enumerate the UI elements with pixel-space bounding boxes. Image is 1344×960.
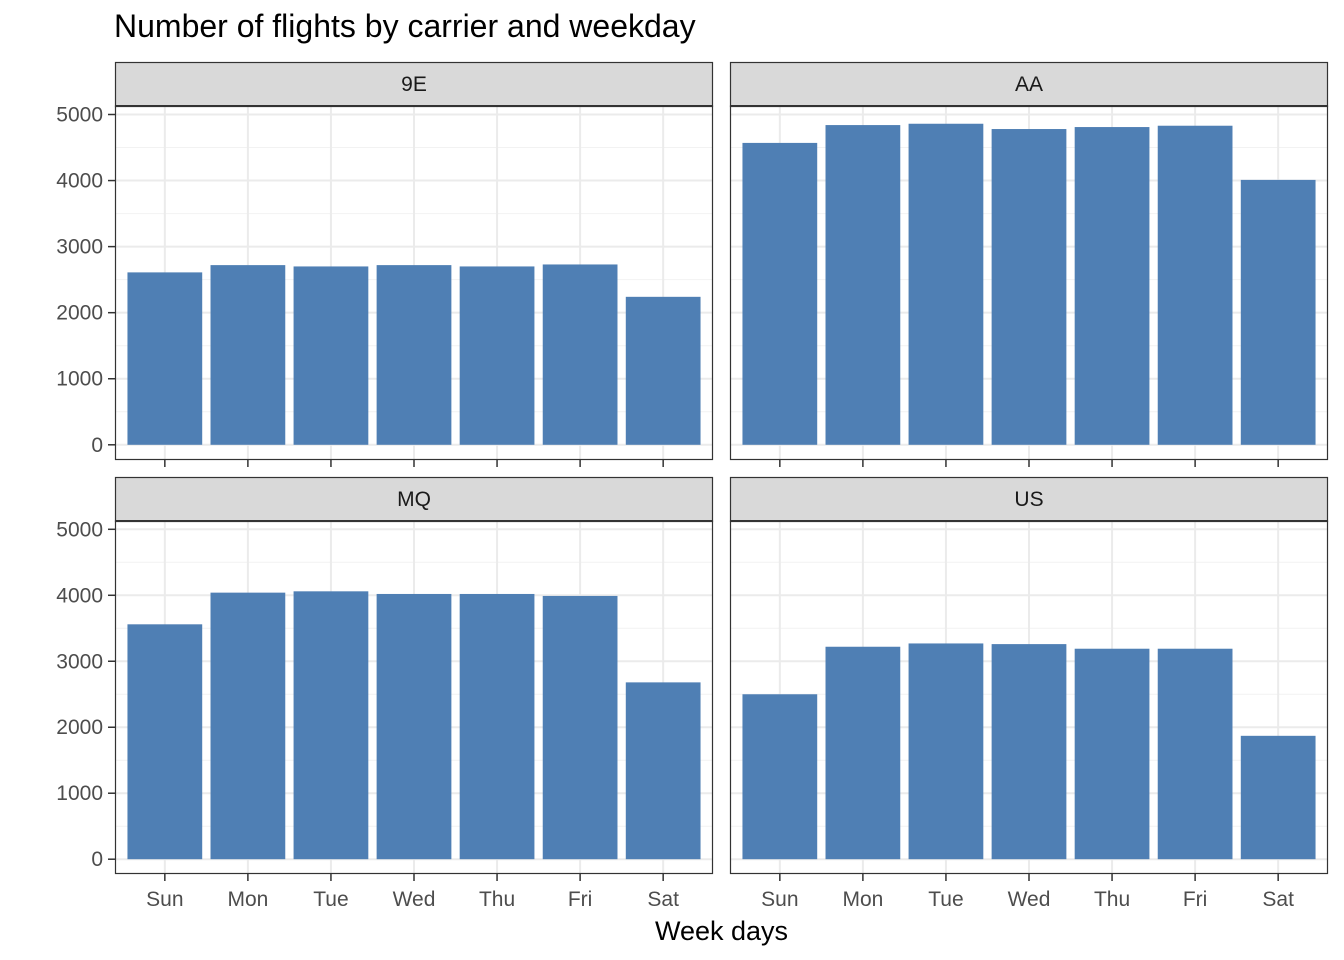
x-tick-label: Tue xyxy=(928,888,963,911)
y-tick-label: 3000 xyxy=(56,650,103,673)
y-tick-label: 1000 xyxy=(56,782,103,805)
bar-MQ-Sat xyxy=(625,682,701,860)
x-tick-label: Wed xyxy=(1008,888,1051,911)
x-tick-label: Sat xyxy=(647,888,679,911)
bar-US-Tue xyxy=(908,643,984,860)
bar-9E-Fri xyxy=(542,264,618,445)
strip-label: MQ xyxy=(397,488,431,511)
y-tick-label: 2000 xyxy=(56,716,103,739)
y-tick-label: 2000 xyxy=(56,302,103,325)
strip-background xyxy=(729,476,1329,523)
y-tick-label: 1000 xyxy=(56,368,103,391)
bar-US-Sat xyxy=(1240,735,1316,860)
bar-US-Fri xyxy=(1157,648,1233,860)
bar-MQ-Wed xyxy=(376,593,452,860)
x-tick-label: Wed xyxy=(393,888,436,911)
strip-label: 9E xyxy=(401,73,427,96)
bar-9E-Sun xyxy=(127,272,203,445)
y-tick-label: 5000 xyxy=(56,518,103,541)
bar-AA-Thu xyxy=(1074,127,1150,445)
bar-MQ-Sun xyxy=(127,624,203,860)
bar-AA-Tue xyxy=(908,123,984,445)
bar-9E-Tue xyxy=(293,266,369,445)
bar-US-Wed xyxy=(991,644,1067,860)
bar-9E-Wed xyxy=(376,265,452,445)
bar-MQ-Mon xyxy=(210,592,286,860)
x-tick-label: Fri xyxy=(1183,888,1208,911)
y-tick-label: 3000 xyxy=(56,236,103,259)
y-tick-label: 5000 xyxy=(56,104,103,127)
strip-label: AA xyxy=(1015,73,1043,96)
bar-AA-Mon xyxy=(825,125,901,445)
bar-9E-Sat xyxy=(625,296,701,445)
bar-MQ-Fri xyxy=(542,595,618,860)
bar-US-Sun xyxy=(742,694,818,860)
bar-AA-Sat xyxy=(1240,179,1316,445)
bar-US-Mon xyxy=(825,646,901,860)
bar-MQ-Thu xyxy=(459,593,535,860)
x-tick-label: Mon xyxy=(842,888,883,911)
y-tick-label: 0 xyxy=(91,434,103,457)
y-tick-label: 4000 xyxy=(56,170,103,193)
y-tick-label: 4000 xyxy=(56,584,103,607)
x-tick-label: Fri xyxy=(568,888,593,911)
x-tick-label: Sun xyxy=(761,888,798,911)
y-tick-label: 0 xyxy=(91,848,103,871)
bar-MQ-Tue xyxy=(293,591,369,860)
bar-AA-Fri xyxy=(1157,125,1233,445)
x-tick-label: Sun xyxy=(146,888,183,911)
bar-AA-Sun xyxy=(742,142,818,445)
strip-background xyxy=(114,476,714,523)
strip-label: US xyxy=(1014,488,1043,511)
bar-AA-Wed xyxy=(991,129,1067,445)
x-tick-label: Thu xyxy=(1094,888,1130,911)
bar-9E-Mon xyxy=(210,265,286,445)
bar-9E-Thu xyxy=(459,266,535,445)
x-tick-label: Mon xyxy=(227,888,268,911)
strip-background xyxy=(114,61,714,108)
x-tick-label: Sat xyxy=(1262,888,1294,911)
x-tick-label: Tue xyxy=(313,888,348,911)
chart-title: Number of flights by carrier and weekday xyxy=(114,8,696,44)
x-tick-label: Thu xyxy=(479,888,515,911)
x-axis-title: Week days xyxy=(655,916,788,946)
bar-US-Thu xyxy=(1074,648,1150,860)
